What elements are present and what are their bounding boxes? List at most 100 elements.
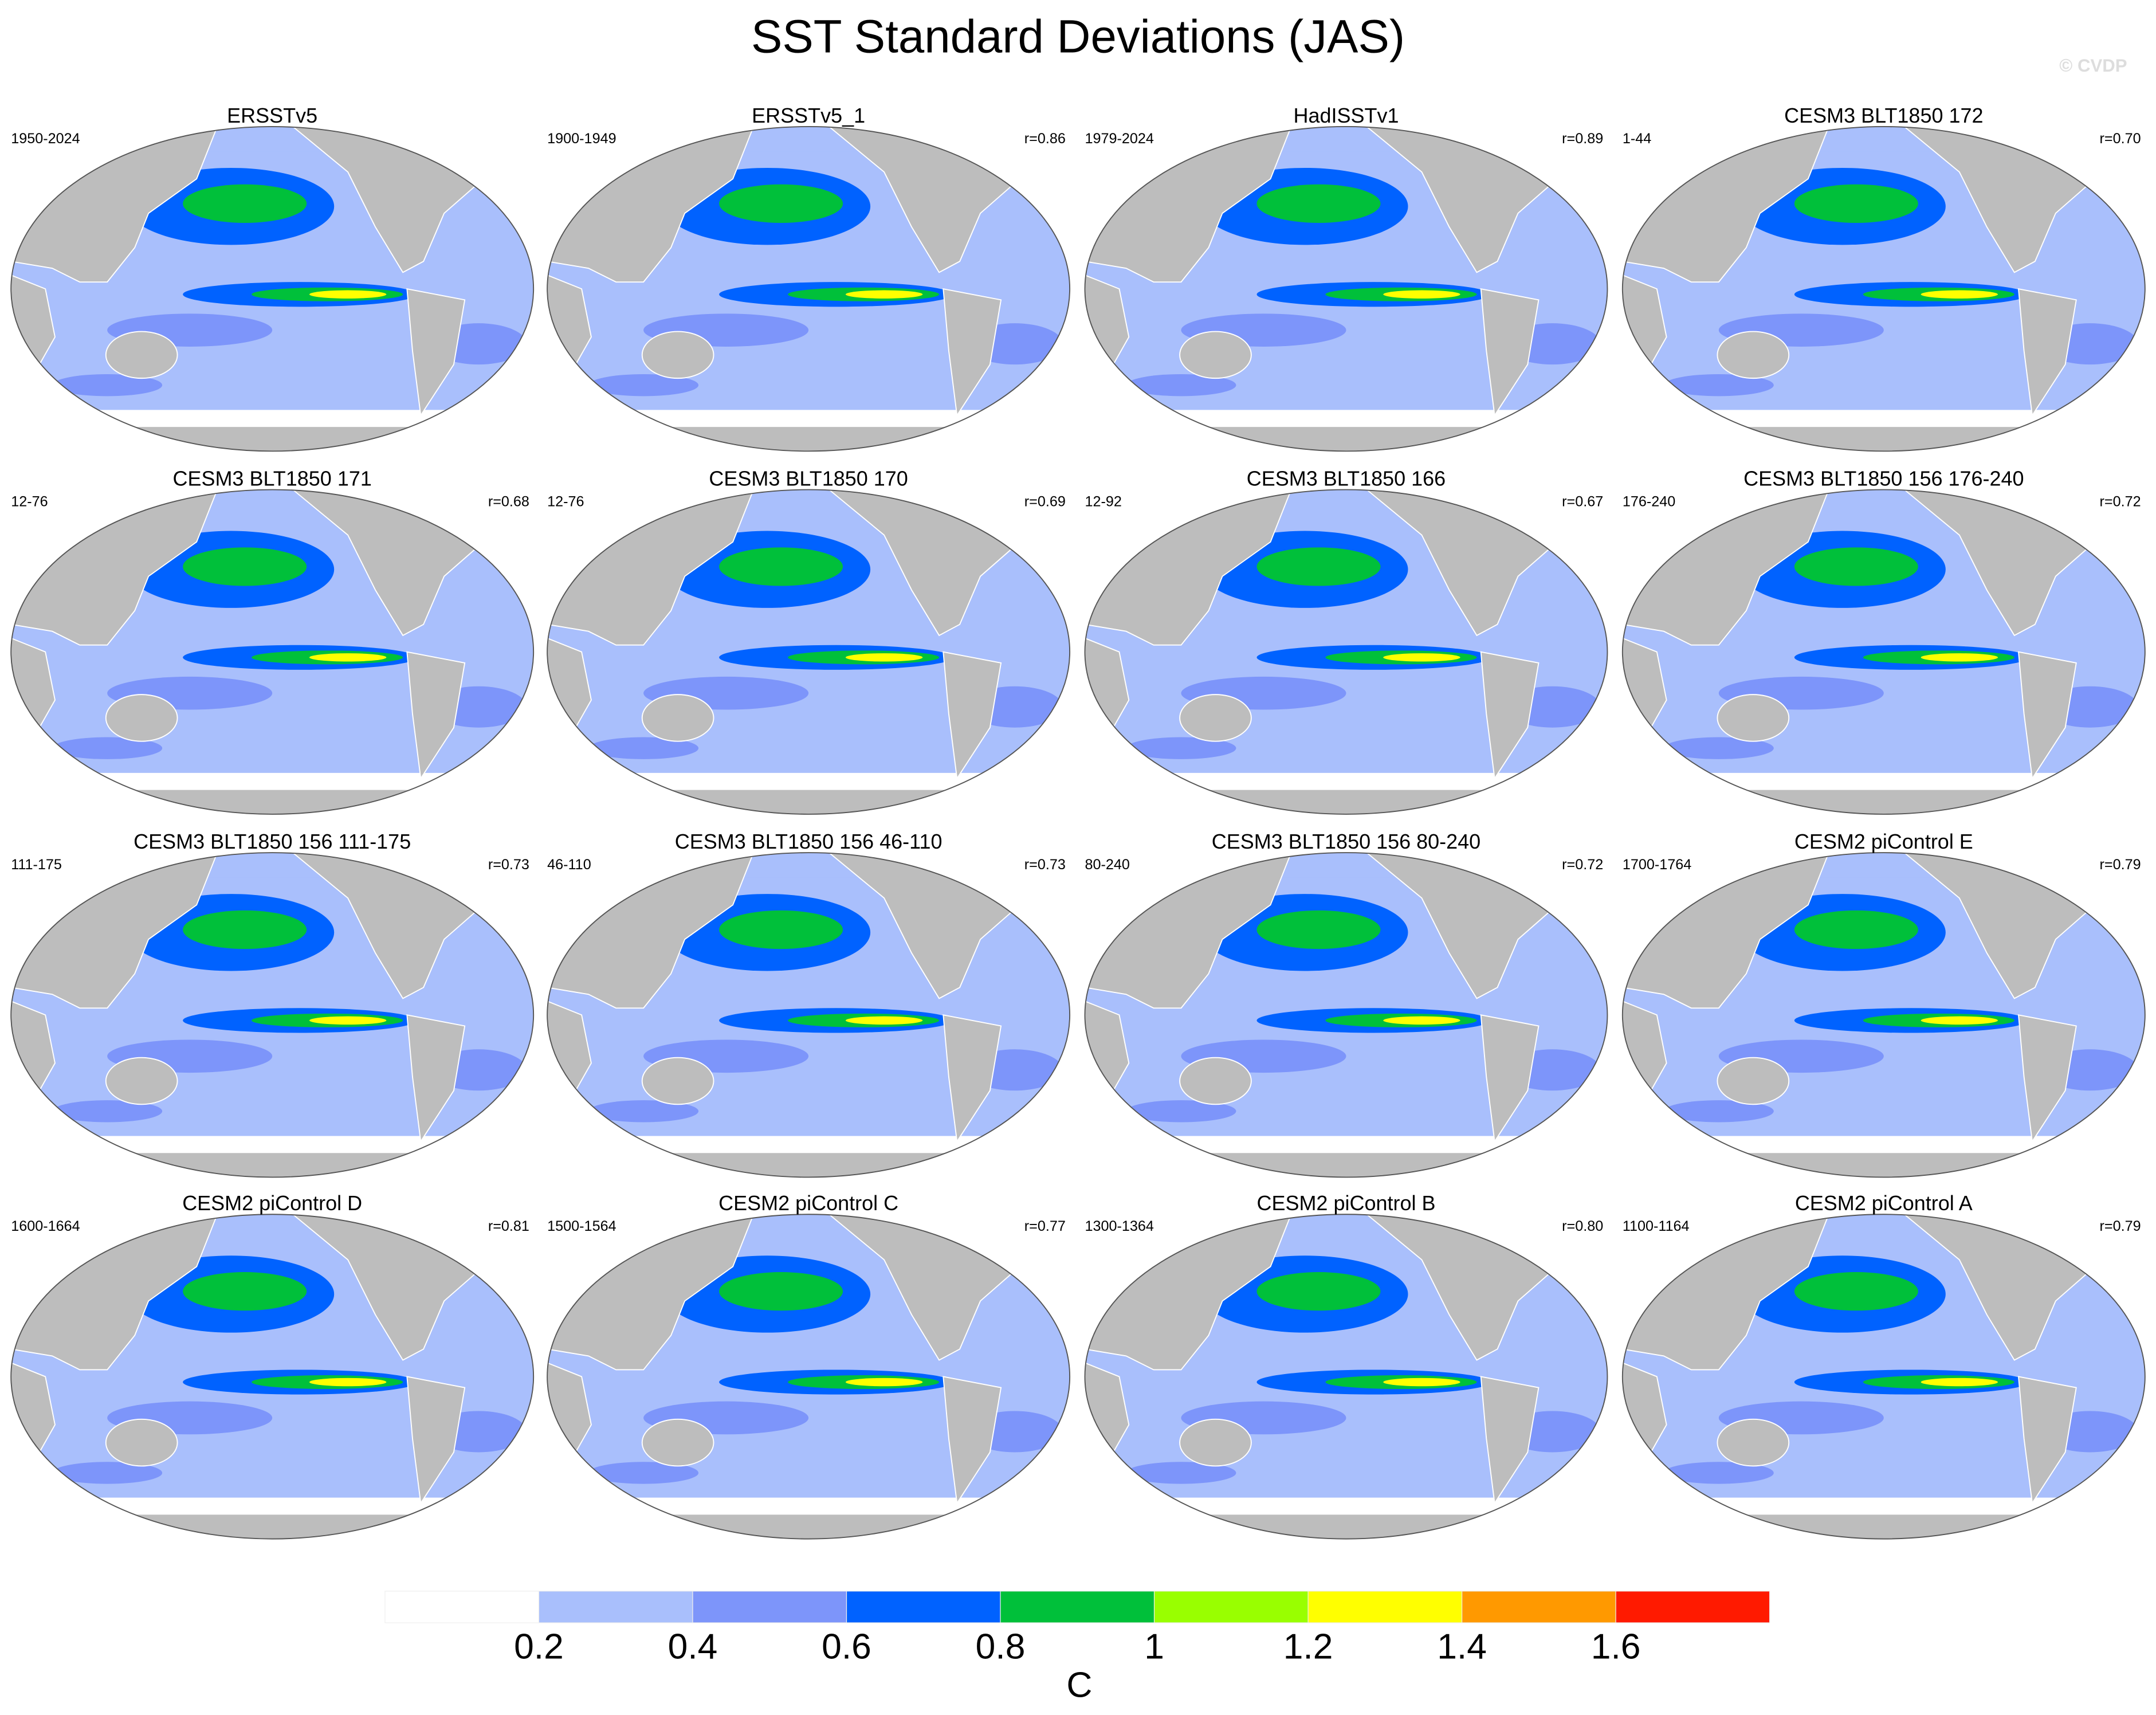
panel-period: 12-76: [11, 493, 48, 509]
panel-correlation: r=0.81: [488, 1218, 529, 1234]
panel-period: 1700-1764: [1623, 857, 1691, 873]
panel: HadISSTv1 1979-2024 r=0.89: [1085, 104, 1607, 452]
panel-title: CESM2 piControl D: [182, 1191, 362, 1215]
map: [1085, 127, 1607, 451]
panel-correlation: r=0.67: [1562, 493, 1603, 509]
panel-title: CESM2 piControl B: [1256, 1191, 1435, 1215]
colorbar-box: [1307, 1591, 1463, 1623]
colorbar-tick-label: 0.8: [976, 1627, 1026, 1666]
panel-title: CESM3 BLT1850 172: [1784, 104, 1983, 127]
panel: CESM3 BLT1850 166 12-92 r=0.67: [1085, 466, 1607, 814]
panel-correlation: r=0.73: [1024, 857, 1066, 873]
map: [547, 127, 1070, 451]
panel: CESM3 BLT1850 171 12-76 r=0.68: [11, 466, 533, 814]
panel-correlation: r=0.77: [1024, 1218, 1066, 1234]
panel-title: CESM3 BLT1850 170: [709, 466, 908, 490]
panel: CESM2 piControl A 1100-1164 r=0.79: [1623, 1191, 2145, 1539]
colorbar-tick-label: 0.6: [822, 1627, 871, 1666]
panel: CESM3 BLT1850 170 12-76 r=0.69: [547, 466, 1070, 814]
colorbar-box: [538, 1591, 693, 1623]
panel-correlation: r=0.89: [1562, 131, 1603, 147]
panel-period: 1950-2024: [11, 131, 80, 147]
colorbar-tick-label: 1.2: [1283, 1627, 1333, 1666]
panel-correlation: r=0.72: [2099, 493, 2141, 509]
colorbar-box: [1461, 1591, 1616, 1623]
map: [11, 490, 533, 814]
panel: CESM3 BLT1850 156 46-110 46-110 r=0.73: [547, 830, 1070, 1178]
panel-title: CESM2 piControl A: [1795, 1191, 1973, 1215]
colorbar-tick-label: 0.2: [514, 1627, 564, 1666]
panel-correlation: r=0.79: [2099, 1218, 2141, 1234]
panel: CESM2 piControl B 1300-1364 r=0.80: [1085, 1191, 1607, 1539]
panel-title: ERSSTv5: [227, 104, 317, 127]
colorbar-tick-label: 1.6: [1591, 1627, 1641, 1666]
panel-title: CESM3 BLT1850 171: [172, 466, 371, 490]
map: [1623, 853, 2145, 1177]
watermark: © CVDP: [2059, 56, 2127, 76]
panel-period: 111-175: [11, 857, 62, 873]
panel-correlation: r=0.80: [1562, 1218, 1603, 1234]
map: [1623, 490, 2145, 814]
panel: CESM2 piControl D 1600-1664 r=0.81: [11, 1191, 533, 1539]
map: [1623, 127, 2145, 451]
panel-title: ERSSTv5_1: [752, 104, 865, 127]
colorbar-box: [846, 1591, 1001, 1623]
figure-title: SST Standard Deviations (JAS): [751, 10, 1405, 62]
panel-correlation: r=0.79: [2099, 857, 2141, 873]
map: [547, 490, 1070, 814]
map: [1085, 490, 1607, 814]
panel-correlation: r=0.69: [1024, 493, 1066, 509]
panel-period: 1600-1664: [11, 1218, 80, 1234]
map: [1623, 1214, 2145, 1539]
colorbar-tick-label: 1: [1144, 1627, 1164, 1666]
panel-correlation: r=0.86: [1024, 131, 1066, 147]
panel: CESM3 BLT1850 156 176-240 176-240 r=0.72: [1623, 466, 2145, 814]
panel-period: 176-240: [1623, 493, 1675, 509]
colorbar-box: [384, 1591, 540, 1623]
panel-title: CESM3 BLT1850 156 176-240: [1743, 466, 2024, 490]
panel-title: CESM2 piControl E: [1794, 830, 1973, 853]
colorbar-box: [1615, 1591, 1770, 1623]
colorbar-tick-label: 0.4: [668, 1627, 718, 1666]
panel-period: 12-76: [547, 493, 584, 509]
panel-period: 46-110: [547, 857, 591, 873]
map: [11, 1214, 533, 1539]
panel-period: 12-92: [1085, 493, 1121, 509]
panel-period: 80-240: [1085, 857, 1129, 873]
panel-period: 1-44: [1623, 131, 1651, 147]
panel-period: 1979-2024: [1085, 131, 1153, 147]
colorbar-label: C: [1066, 1666, 1092, 1705]
colorbar-box: [1153, 1591, 1309, 1623]
panel-title: HadISSTv1: [1293, 104, 1399, 127]
panel: CESM3 BLT1850 172 1-44 r=0.70: [1623, 104, 2145, 452]
panel: CESM3 BLT1850 156 80-240 80-240 r=0.72: [1085, 830, 1607, 1178]
panel: CESM2 piControl E 1700-1764 r=0.79: [1623, 830, 2145, 1178]
panel-period: 1300-1364: [1085, 1218, 1153, 1234]
panel-correlation: r=0.73: [488, 857, 529, 873]
panel-title: CESM3 BLT1850 156 111-175: [133, 830, 411, 853]
map: [547, 853, 1070, 1177]
panel-title: CESM3 BLT1850 156 80-240: [1212, 830, 1480, 853]
panel-period: 1900-1949: [547, 131, 616, 147]
panel-correlation: r=0.70: [2099, 131, 2141, 147]
panel-title: CESM3 BLT1850 166: [1247, 466, 1446, 490]
map: [1085, 853, 1607, 1177]
colorbar-tick-label: 1.4: [1437, 1627, 1487, 1666]
panel: ERSSTv5 1950-2024: [11, 104, 533, 452]
map: [1085, 1214, 1607, 1539]
panel-title: CESM3 BLT1850 156 46-110: [675, 830, 942, 853]
panel-correlation: r=0.68: [488, 493, 529, 509]
panel: ERSSTv5_1 1900-1949 r=0.86: [547, 104, 1070, 452]
panel-correlation: r=0.72: [1562, 857, 1603, 873]
colorbar-box: [1000, 1591, 1155, 1623]
panel: CESM2 piControl C 1500-1564 r=0.77: [547, 1191, 1070, 1539]
map: [547, 1214, 1070, 1539]
panel-period: 1100-1164: [1623, 1218, 1690, 1234]
colorbar-box: [692, 1591, 847, 1623]
panel-title: CESM2 piControl C: [718, 1191, 898, 1215]
panel-period: 1500-1564: [547, 1218, 616, 1234]
map: [11, 127, 533, 451]
panel: CESM3 BLT1850 156 111-175 111-175 r=0.73: [11, 830, 533, 1178]
